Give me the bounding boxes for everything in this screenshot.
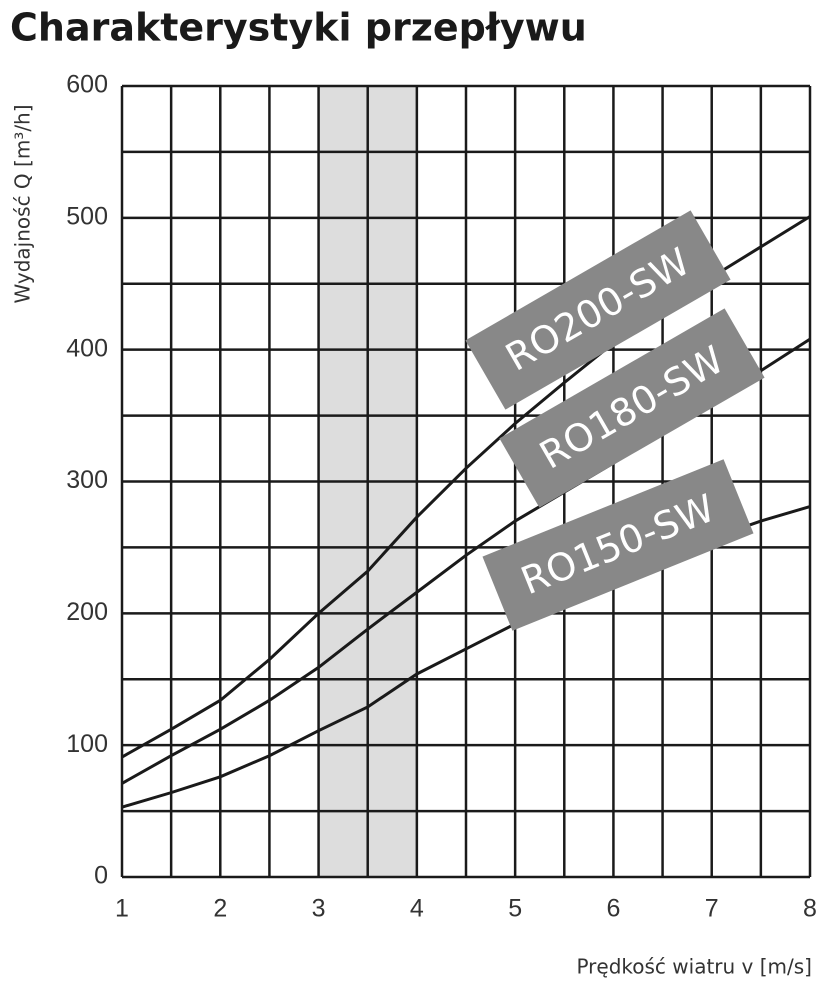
- y-tick-label: 300: [66, 466, 108, 494]
- y-tick-label: 600: [66, 71, 108, 99]
- x-tick-label: 7: [705, 895, 719, 923]
- y-tick-label: 100: [66, 730, 108, 758]
- x-tick-label: 3: [312, 895, 326, 923]
- y-axis-label: Wydajność Q [m³/h]: [11, 104, 35, 303]
- x-tick-label: 4: [410, 895, 424, 923]
- series-tag-box: [499, 308, 765, 508]
- x-tick-label: 6: [606, 895, 620, 923]
- y-tick-label: 400: [66, 334, 108, 362]
- x-tick-label: 2: [213, 895, 227, 923]
- x-tick-label: 8: [803, 895, 817, 923]
- series-tag-box: [465, 210, 731, 410]
- x-tick-label: 5: [508, 895, 522, 923]
- y-tick-label: 200: [66, 598, 108, 626]
- series-tag-box: [482, 459, 754, 631]
- y-tick-label: 500: [66, 202, 108, 230]
- chart-title: Charakterystyki przepływu: [10, 6, 587, 50]
- y-tick-label: 0: [94, 862, 108, 890]
- x-tick-label: 1: [115, 895, 129, 923]
- x-axis-label: Prędkość wiatru v [m/s]: [576, 955, 812, 979]
